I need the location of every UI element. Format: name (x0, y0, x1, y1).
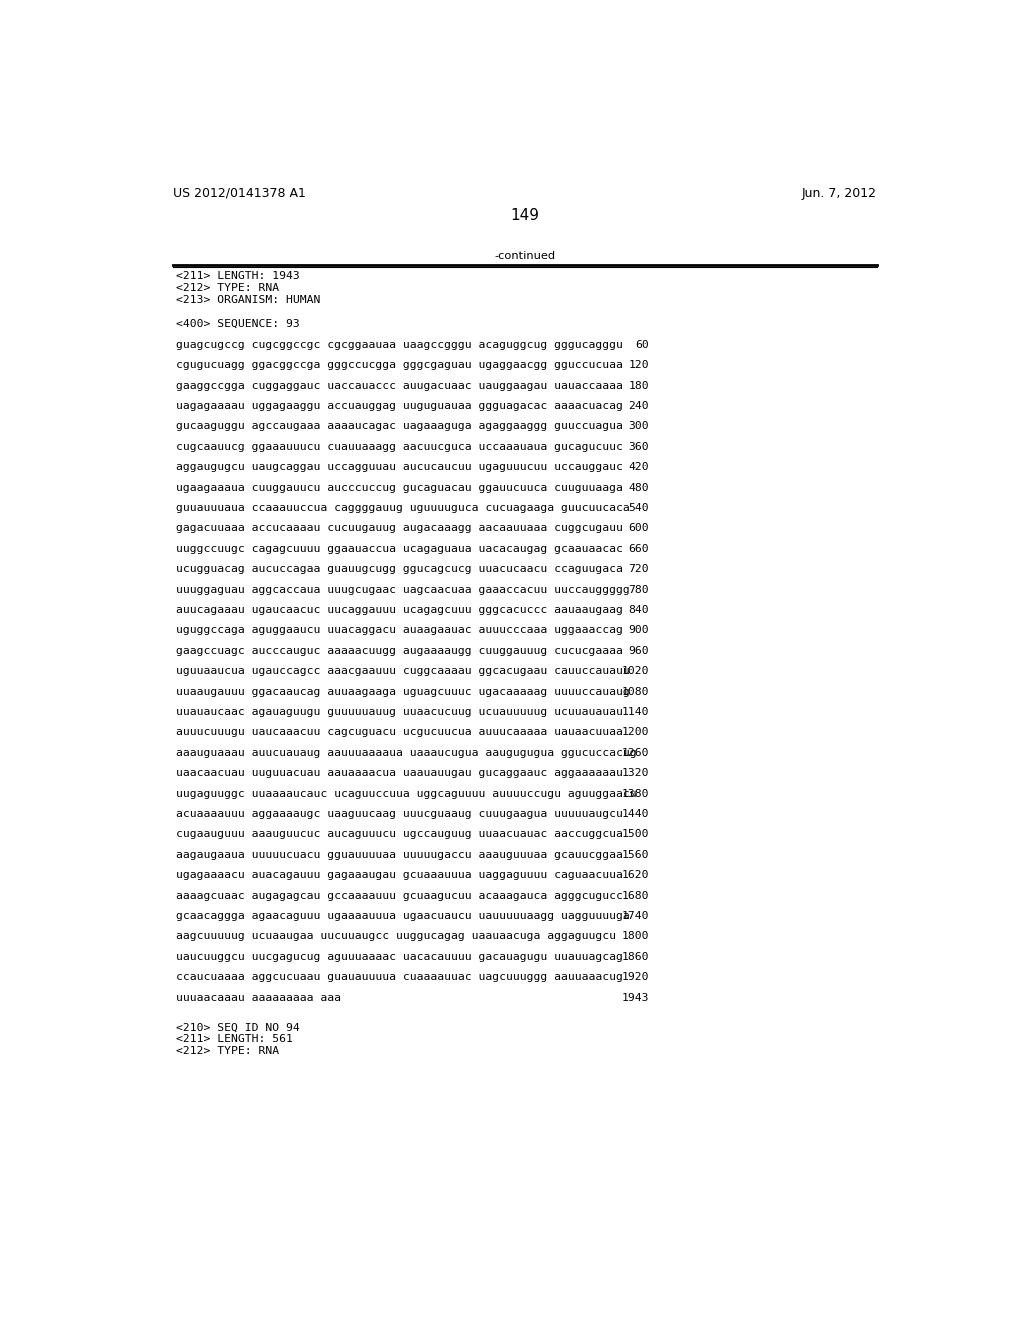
Text: 1500: 1500 (622, 829, 649, 840)
Text: 60: 60 (635, 339, 649, 350)
Text: 1440: 1440 (622, 809, 649, 818)
Text: 1943: 1943 (622, 993, 649, 1003)
Text: 120: 120 (628, 360, 649, 370)
Text: 1620: 1620 (622, 870, 649, 880)
Text: 660: 660 (628, 544, 649, 554)
Text: auuucuuugu uaucaaacuu cagcuguacu ucgucuucua auuucaaaaa uauaacuuaa: auuucuuugu uaucaaacuu cagcuguacu ucgucuu… (176, 727, 623, 738)
Text: 1260: 1260 (622, 748, 649, 758)
Text: 300: 300 (628, 421, 649, 432)
Text: gucaaguggu agccaugaaa aaaaucagac uagaaaguga agaggaaggg guuccuagua: gucaaguggu agccaugaaa aaaaucagac uagaaag… (176, 421, 623, 432)
Text: 540: 540 (628, 503, 649, 513)
Text: 420: 420 (628, 462, 649, 473)
Text: <213> ORGANISM: HUMAN: <213> ORGANISM: HUMAN (176, 294, 321, 305)
Text: guagcugccg cugcggccgc cgcggaauaa uaagccgggu acaguggcug gggucagggu: guagcugccg cugcggccgc cgcggaauaa uaagccg… (176, 339, 623, 350)
Text: -continued: -continued (495, 251, 555, 261)
Text: 1800: 1800 (622, 932, 649, 941)
Text: uagagaaaau uggagaaggu accuauggag uuguguauaa ggguagacac aaaacuacag: uagagaaaau uggagaaggu accuauggag uugugua… (176, 401, 623, 411)
Text: 1080: 1080 (622, 686, 649, 697)
Text: uguggccaga aguggaaucu uuacaggacu auaagaauac auuucccaaa uggaaaccag: uguggccaga aguggaaucu uuacaggacu auaagaa… (176, 626, 623, 635)
Text: 900: 900 (628, 626, 649, 635)
Text: 480: 480 (628, 483, 649, 492)
Text: 1140: 1140 (622, 708, 649, 717)
Text: uuggccuugc cagagcuuuu ggaauaccua ucagaguaua uacacaugag gcaauaacac: uuggccuugc cagagcuuuu ggaauaccua ucagagu… (176, 544, 623, 554)
Text: cugcaauucg ggaaauuucu cuauuaaagg aacuucguca uccaaauaua gucagucuuc: cugcaauucg ggaaauuucu cuauuaaagg aacuucg… (176, 442, 623, 451)
Text: 1020: 1020 (622, 667, 649, 676)
Text: 840: 840 (628, 605, 649, 615)
Text: uaacaacuau uuguuacuau aauaaaacua uaauauugau gucaggaauc aggaaaaaau: uaacaacuau uuguuacuau aauaaaacua uaauauu… (176, 768, 623, 779)
Text: gaaggccgga cuggaggauc uaccauaccc auugacuaac uauggaagau uauaccaaaa: gaaggccgga cuggaggauc uaccauaccc auugacu… (176, 380, 623, 391)
Text: aggaugugcu uaugcaggau uccagguuau aucucaucuu ugaguuucuu uccauggauc: aggaugugcu uaugcaggau uccagguuau aucucau… (176, 462, 623, 473)
Text: aaaagcuaac augagagcau gccaaaauuu gcuaagucuu acaaagauca agggcugucc: aaaagcuaac augagagcau gccaaaauuu gcuaagu… (176, 891, 623, 900)
Text: 1680: 1680 (622, 891, 649, 900)
Text: uguuaaucua ugauccagcc aaacgaauuu cuggcaaaau ggcacugaau cauuccauauu: uguuaaucua ugauccagcc aaacgaauuu cuggcaa… (176, 667, 630, 676)
Text: gagacuuaaa accucaaaau cucuugauug augacaaagg aacaauuaaa cuggcugauu: gagacuuaaa accucaaaau cucuugauug augacaa… (176, 524, 623, 533)
Text: aagaugaaua uuuuucuacu gguauuuuaa uuuuugaccu aaauguuuaa gcauucggaa: aagaugaaua uuuuucuacu gguauuuuaa uuuuuga… (176, 850, 623, 859)
Text: cugaauguuu aaauguucuc aucaguuucu ugccauguug uuaacuauac aaccuggcua: cugaauguuu aaauguucuc aucaguuucu ugccaug… (176, 829, 623, 840)
Text: ugagaaaacu auacagauuu gagaaaugau gcuaaauuua uaggaguuuu caguaacuua: ugagaaaacu auacagauuu gagaaaugau gcuaaau… (176, 870, 623, 880)
Text: <211> LENGTH: 1943: <211> LENGTH: 1943 (176, 271, 300, 281)
Text: uuaaugauuu ggacaaucag auuaagaaga uguagcuuuc ugacaaaaag uuuuccauaug: uuaaugauuu ggacaaucag auuaagaaga uguagcu… (176, 686, 630, 697)
Text: ugaagaaaua cuuggauucu aucccuccug gucaguacau ggauucuuca cuuguuaaga: ugaagaaaua cuuggauucu aucccuccug gucagua… (176, 483, 623, 492)
Text: <212> TYPE: RNA: <212> TYPE: RNA (176, 282, 280, 293)
Text: gaagccuagc aucccauguc aaaaacuugg augaaaaugg cuuggauuug cucucgaaaa: gaagccuagc aucccauguc aaaaacuugg augaaaa… (176, 645, 623, 656)
Text: uuauaucaac agauaguugu guuuuuauug uuaacucuug ucuauuuuug ucuuauauau: uuauaucaac agauaguugu guuuuuauug uuaacuc… (176, 708, 623, 717)
Text: 240: 240 (628, 401, 649, 411)
Text: uugaguuggc uuaaaaucauc ucaguuccuua uggcaguuuu auuuuccugu aguuggaacu: uugaguuggc uuaaaaucauc ucaguuccuua uggca… (176, 788, 637, 799)
Text: <212> TYPE: RNA: <212> TYPE: RNA (176, 1047, 280, 1056)
Text: US 2012/0141378 A1: US 2012/0141378 A1 (173, 187, 306, 199)
Text: aagcuuuuug ucuaaugaa uucuuaugcc uuggucagag uaauaacuga aggaguugcu: aagcuuuuug ucuaaugaa uucuuaugcc uuggucag… (176, 932, 616, 941)
Text: 780: 780 (628, 585, 649, 594)
Text: <211> LENGTH: 561: <211> LENGTH: 561 (176, 1035, 293, 1044)
Text: ccaucuaaaa aggcucuaau guauauuuua cuaaaauuac uagcuuuggg aauuaaacug: ccaucuaaaa aggcucuaau guauauuuua cuaaaau… (176, 973, 623, 982)
Text: 180: 180 (628, 380, 649, 391)
Text: 1560: 1560 (622, 850, 649, 859)
Text: auucagaaau ugaucaacuc uucaggauuu ucagagcuuu gggcacuccc aauaaugaag: auucagaaau ugaucaacuc uucaggauuu ucagagc… (176, 605, 623, 615)
Text: 720: 720 (628, 564, 649, 574)
Text: uaucuuggcu uucgagucug aguuuaaaac uacacauuuu gacauagugu uuauuagcag: uaucuuggcu uucgagucug aguuuaaaac uacacau… (176, 952, 623, 962)
Text: ucugguacag aucuccagaa guauugcugg ggucagcucg uuacucaacu ccaguugaca: ucugguacag aucuccagaa guauugcugg ggucagc… (176, 564, 623, 574)
Text: uuuggaguau aggcaccaua uuugcugaac uagcaacuaa gaaaccacuu uuccauggggg: uuuggaguau aggcaccaua uuugcugaac uagcaac… (176, 585, 630, 594)
Text: 1740: 1740 (622, 911, 649, 921)
Text: cgugucuagg ggacggccga gggccucgga gggcgaguau ugaggaacgg gguccucuaa: cgugucuagg ggacggccga gggccucgga gggcgag… (176, 360, 623, 370)
Text: 1320: 1320 (622, 768, 649, 779)
Text: guuauuuaua ccaaauuccua caggggauug uguuuuguca cucuagaaga guucuucaca: guuauuuaua ccaaauuccua caggggauug uguuuu… (176, 503, 630, 513)
Text: uuuaacaaau aaaaaaaaa aaa: uuuaacaaau aaaaaaaaa aaa (176, 993, 341, 1003)
Text: 960: 960 (628, 645, 649, 656)
Text: aaauguaaau auucuauaug aauuuaaaaua uaaaucugua aaugugugua ggucuccacug: aaauguaaau auucuauaug aauuuaaaaua uaaauc… (176, 748, 637, 758)
Text: <210> SEQ ID NO 94: <210> SEQ ID NO 94 (176, 1022, 300, 1032)
Text: 360: 360 (628, 442, 649, 451)
Text: 1380: 1380 (622, 788, 649, 799)
Text: gcaacaggga agaacaguuu ugaaaauuua ugaacuaucu uauuuuuaagg uagguuuuga: gcaacaggga agaacaguuu ugaaaauuua ugaacua… (176, 911, 630, 921)
Text: 1920: 1920 (622, 973, 649, 982)
Text: acuaaaauuu aggaaaaugc uaaguucaag uuucguaaug cuuugaagua uuuuuaugcu: acuaaaauuu aggaaaaugc uaaguucaag uuucgua… (176, 809, 623, 818)
Text: 1200: 1200 (622, 727, 649, 738)
Text: 149: 149 (510, 209, 540, 223)
Text: Jun. 7, 2012: Jun. 7, 2012 (802, 187, 877, 199)
Text: <400> SEQUENCE: 93: <400> SEQUENCE: 93 (176, 318, 300, 329)
Text: 600: 600 (628, 524, 649, 533)
Text: 1860: 1860 (622, 952, 649, 962)
